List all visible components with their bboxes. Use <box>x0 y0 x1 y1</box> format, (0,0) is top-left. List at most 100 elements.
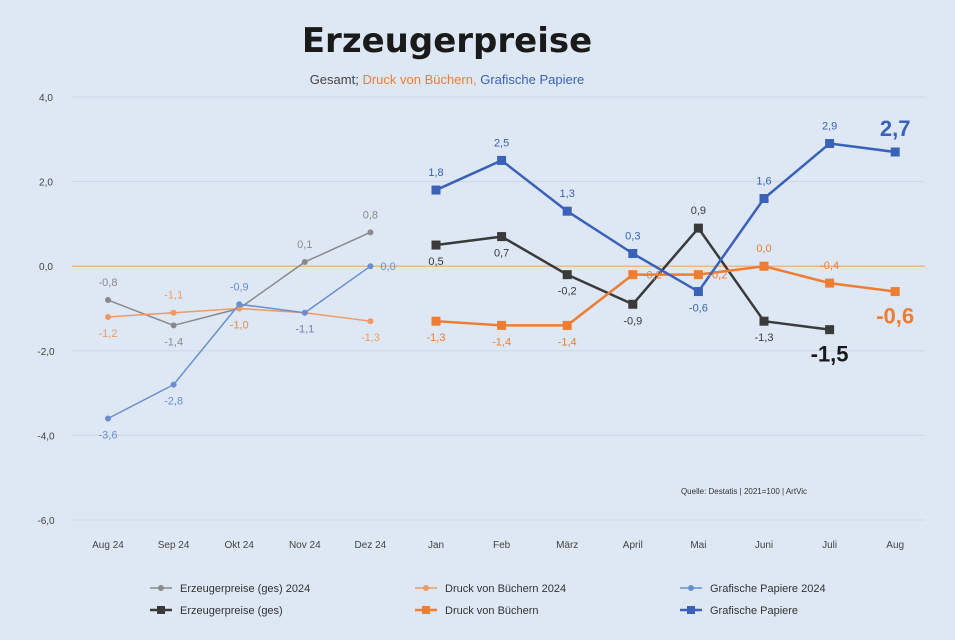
chart-subtitle: Gesamt; Druck von Büchern, Grafische Pap… <box>310 72 585 87</box>
data-point <box>367 263 373 269</box>
data-point <box>171 382 177 388</box>
y-tick-label: -6,0 <box>37 516 55 527</box>
data-label: 0,5 <box>428 256 443 268</box>
data-label: -1,4 <box>164 336 183 348</box>
x-tick-label: Juni <box>755 540 773 551</box>
y-tick-label: -2,0 <box>37 347 55 358</box>
grid-layer: 4,0 2,0 0,0 -2,0 -4,0 -6,0 Aug 24 Sep 24 Okt 24 N… <box>37 93 925 551</box>
data-label: -1,3 <box>427 332 446 344</box>
data-label: -0,6 <box>689 303 708 315</box>
data-label: -1,5 <box>811 342 849 367</box>
data-label: -1,4 <box>558 336 577 348</box>
data-point <box>171 322 177 328</box>
subtitle-part1: Druck von Büchern, <box>362 72 476 87</box>
x-tick-label: Feb <box>493 540 511 551</box>
x-tick-label: April <box>623 540 643 551</box>
data-point <box>760 262 769 271</box>
data-label: -1,3 <box>361 332 380 344</box>
y-tick-label: 0,0 <box>39 262 53 273</box>
data-point <box>694 287 703 296</box>
data-point <box>628 270 637 279</box>
data-point <box>497 232 506 241</box>
data-label: -1,1 <box>295 324 314 336</box>
data-label: -0,9 <box>623 315 642 327</box>
x-tick-label: Jan <box>428 540 444 551</box>
data-label: -0,8 <box>99 277 118 289</box>
x-tick-label: Aug <box>886 540 904 551</box>
legend-swatch-marker <box>158 585 164 591</box>
data-point <box>694 224 703 233</box>
data-label: 0,8 <box>363 209 378 221</box>
data-point <box>825 139 834 148</box>
x-tick-label: Sep 24 <box>158 540 190 551</box>
data-point <box>432 186 441 195</box>
data-label: -1,1 <box>164 290 183 302</box>
data-point <box>825 325 834 334</box>
data-label: -0,9 <box>230 281 249 293</box>
data-point <box>628 249 637 258</box>
subtitle-prefix: Gesamt; <box>310 72 359 87</box>
data-point <box>563 270 572 279</box>
data-label: 0,0 <box>756 243 771 255</box>
legend: Erzeugerpreise (ges) 2024 Druck von Büche… <box>150 583 826 617</box>
data-label: 2,7 <box>880 116 911 141</box>
data-point <box>302 259 308 265</box>
data-point <box>760 317 769 326</box>
data-point <box>760 194 769 203</box>
data-point <box>497 156 506 165</box>
data-point <box>302 310 308 316</box>
data-label: -1,3 <box>755 332 774 344</box>
data-label: 1,8 <box>428 167 443 179</box>
data-label: 1,3 <box>560 188 575 200</box>
data-point <box>563 321 572 330</box>
legend-item-label: Grafische Papiere <box>710 605 798 617</box>
legend-swatch-marker <box>157 606 165 614</box>
chart: Erzeugerpreise Gesamt; Druck von Büchern… <box>0 0 955 640</box>
data-point <box>171 310 177 316</box>
data-point <box>432 317 441 326</box>
data-label: 2,9 <box>822 121 837 133</box>
chart-svg: Erzeugerpreise Gesamt; Druck von Büchern… <box>0 0 955 640</box>
data-point <box>628 300 637 309</box>
x-tick-label: Dez 24 <box>355 540 387 551</box>
data-label: 0,7 <box>494 248 509 260</box>
data-point <box>105 314 111 320</box>
y-tick-label: -4,0 <box>37 431 55 442</box>
data-point <box>891 147 900 156</box>
legend-swatch-marker <box>688 585 694 591</box>
x-tick-label: Mai <box>690 540 706 551</box>
legend-item-label: Erzeugerpreise (ges) 2024 <box>180 583 310 595</box>
data-label: -0,4 <box>820 260 839 272</box>
legend-item-label: Erzeugerpreise (ges) <box>180 605 283 617</box>
y-tick-label: 4,0 <box>39 93 53 104</box>
data-point <box>825 279 834 288</box>
data-label: -1,2 <box>99 328 118 340</box>
data-point <box>105 297 111 303</box>
data-label: -0,2 <box>708 270 727 282</box>
data-point <box>497 321 506 330</box>
legend-swatch-marker <box>423 585 429 591</box>
legend-item-label: Grafische Papiere 2024 <box>710 583 826 595</box>
legend-swatch-marker <box>422 606 430 614</box>
data-point <box>432 241 441 250</box>
data-label: 0,9 <box>691 205 706 217</box>
chart-title: Erzeugerpreise <box>302 21 592 61</box>
data-label: -1,0 <box>230 320 249 332</box>
data-point <box>563 207 572 216</box>
legend-swatch-marker <box>687 606 695 614</box>
x-tick-label: März <box>556 540 578 551</box>
series-line <box>436 266 895 325</box>
data-point <box>891 287 900 296</box>
x-tick-label: Nov 24 <box>289 540 321 551</box>
data-label: 0,1 <box>297 239 312 251</box>
legend-item-label: Druck von Büchern <box>445 605 539 617</box>
y-tick-label: 2,0 <box>39 178 53 189</box>
data-label: -2,8 <box>164 396 183 408</box>
data-label: -0,2 <box>558 286 577 298</box>
data-point <box>367 229 373 235</box>
data-label: -0,6 <box>876 304 914 329</box>
data-label: 0,0 <box>380 261 395 273</box>
source-note: Quelle: Destatis | 2021=100 | ArtVic <box>681 487 807 496</box>
data-label: 1,6 <box>756 176 771 188</box>
data-point <box>236 301 242 307</box>
